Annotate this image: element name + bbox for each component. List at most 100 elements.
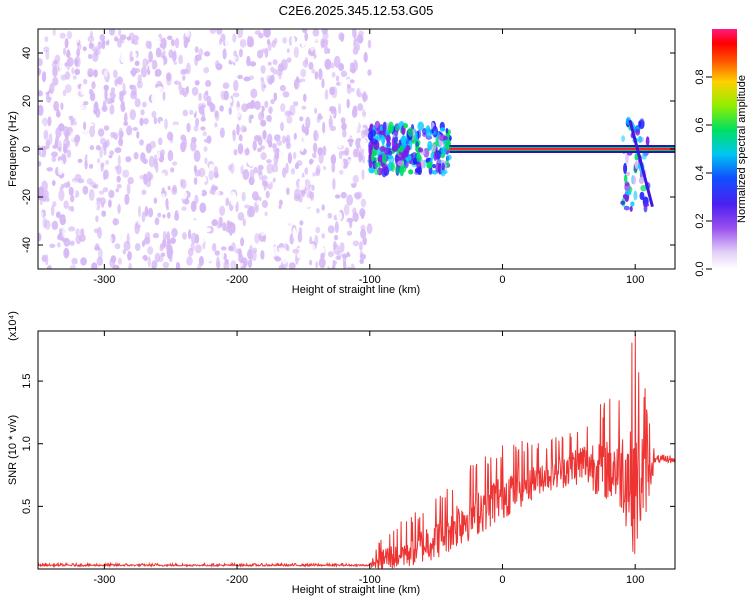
heat-blob	[344, 36, 349, 47]
heat-blob	[172, 148, 177, 155]
heat-blob	[132, 127, 139, 131]
heat-blob	[292, 248, 299, 254]
heat-blob	[314, 71, 319, 80]
heat-blob	[68, 226, 76, 232]
heat-blob	[86, 219, 92, 225]
heat-blob	[83, 101, 89, 106]
heat-blob	[143, 117, 149, 125]
heat-blob	[42, 29, 49, 37]
heat-blob	[358, 30, 364, 37]
heat-blob	[109, 235, 113, 244]
heat-blob	[265, 115, 271, 122]
heat-blob	[171, 140, 178, 146]
y-tick-label: 0.5	[21, 499, 33, 514]
heat-blob	[351, 87, 355, 93]
heat-blob	[43, 129, 49, 140]
heat-blob	[332, 49, 337, 57]
heat-blob	[89, 163, 94, 169]
colorbar-tick-label: 0.0	[694, 261, 706, 276]
heat-blob	[331, 71, 336, 78]
heat-blob	[243, 76, 251, 82]
heat-blob	[63, 47, 66, 56]
heat-blob	[198, 256, 204, 267]
heat-blob	[144, 206, 149, 217]
heat-blob	[265, 214, 271, 224]
heat-blob	[188, 229, 192, 240]
heat-blob	[134, 60, 140, 66]
heat-blob	[63, 200, 69, 209]
heat-blob	[168, 253, 173, 263]
heat-blob	[284, 243, 289, 250]
heat-blob	[440, 146, 447, 156]
x-tick-label: 100	[626, 274, 644, 286]
heat-blob	[247, 259, 253, 269]
heat-blob	[358, 151, 362, 163]
heat-blob	[241, 191, 246, 202]
heat-blob	[211, 202, 217, 215]
heat-blob	[228, 107, 232, 115]
x-tick-label: -200	[226, 574, 248, 586]
heat-blob	[191, 86, 199, 96]
heat-blob	[129, 214, 134, 226]
heat-blob	[127, 64, 133, 71]
heat-blob	[67, 57, 74, 67]
heat-blob	[64, 249, 70, 257]
heat-blob	[220, 246, 227, 251]
heat-blob	[278, 264, 285, 269]
heat-blob	[127, 176, 134, 185]
heat-blob	[118, 127, 124, 140]
heat-blob	[68, 115, 72, 120]
heat-blob	[640, 185, 648, 192]
heat-blob	[293, 151, 297, 160]
heat-blob	[219, 205, 226, 216]
heat-blob	[333, 55, 341, 68]
heat-blob	[293, 132, 297, 140]
heat-blob	[172, 161, 178, 166]
heat-blob	[203, 66, 210, 74]
heat-blob	[98, 248, 103, 260]
heat-blob	[268, 77, 273, 85]
heat-blob	[134, 222, 140, 235]
heat-blob	[153, 197, 158, 204]
heat-blob	[349, 66, 356, 73]
heat-blob	[229, 227, 233, 236]
heat-blob	[80, 257, 87, 266]
heat-blob	[74, 68, 81, 76]
heat-blob	[360, 228, 367, 239]
heat-blob	[190, 214, 196, 219]
heat-blob	[352, 212, 359, 223]
heat-blob	[162, 261, 170, 269]
heat-blob	[232, 33, 237, 43]
heat-blob	[447, 129, 452, 135]
heat-blob	[173, 124, 179, 132]
heat-blob	[186, 122, 191, 133]
heat-blob	[274, 134, 281, 142]
heat-blob	[141, 240, 146, 248]
heat-blob	[160, 57, 164, 69]
heat-blob	[296, 168, 300, 174]
heat-blob	[151, 110, 157, 118]
heat-blob	[222, 48, 227, 60]
heat-blob	[387, 124, 394, 134]
heat-blob	[367, 69, 372, 76]
snr-y-ticks: 0.5 1.0 1.5	[21, 373, 675, 514]
heat-blob	[361, 115, 367, 120]
heat-blob	[91, 262, 98, 269]
heat-blob	[214, 111, 220, 122]
heat-blob	[330, 62, 335, 69]
heat-blob	[153, 154, 158, 165]
heat-blob	[79, 245, 84, 256]
heat-blob	[114, 147, 122, 154]
heat-blob	[363, 93, 369, 101]
heat-blob	[196, 190, 203, 195]
heat-blob	[368, 144, 373, 157]
heat-blob	[280, 103, 286, 112]
heat-blob	[230, 194, 237, 207]
heat-blob	[144, 232, 151, 240]
heat-blob	[274, 181, 278, 186]
spectrogram-heatmap	[38, 29, 675, 269]
heat-blob	[85, 209, 91, 217]
heat-blob	[254, 196, 262, 202]
heat-blob	[137, 38, 143, 45]
heat-blob	[320, 252, 325, 260]
